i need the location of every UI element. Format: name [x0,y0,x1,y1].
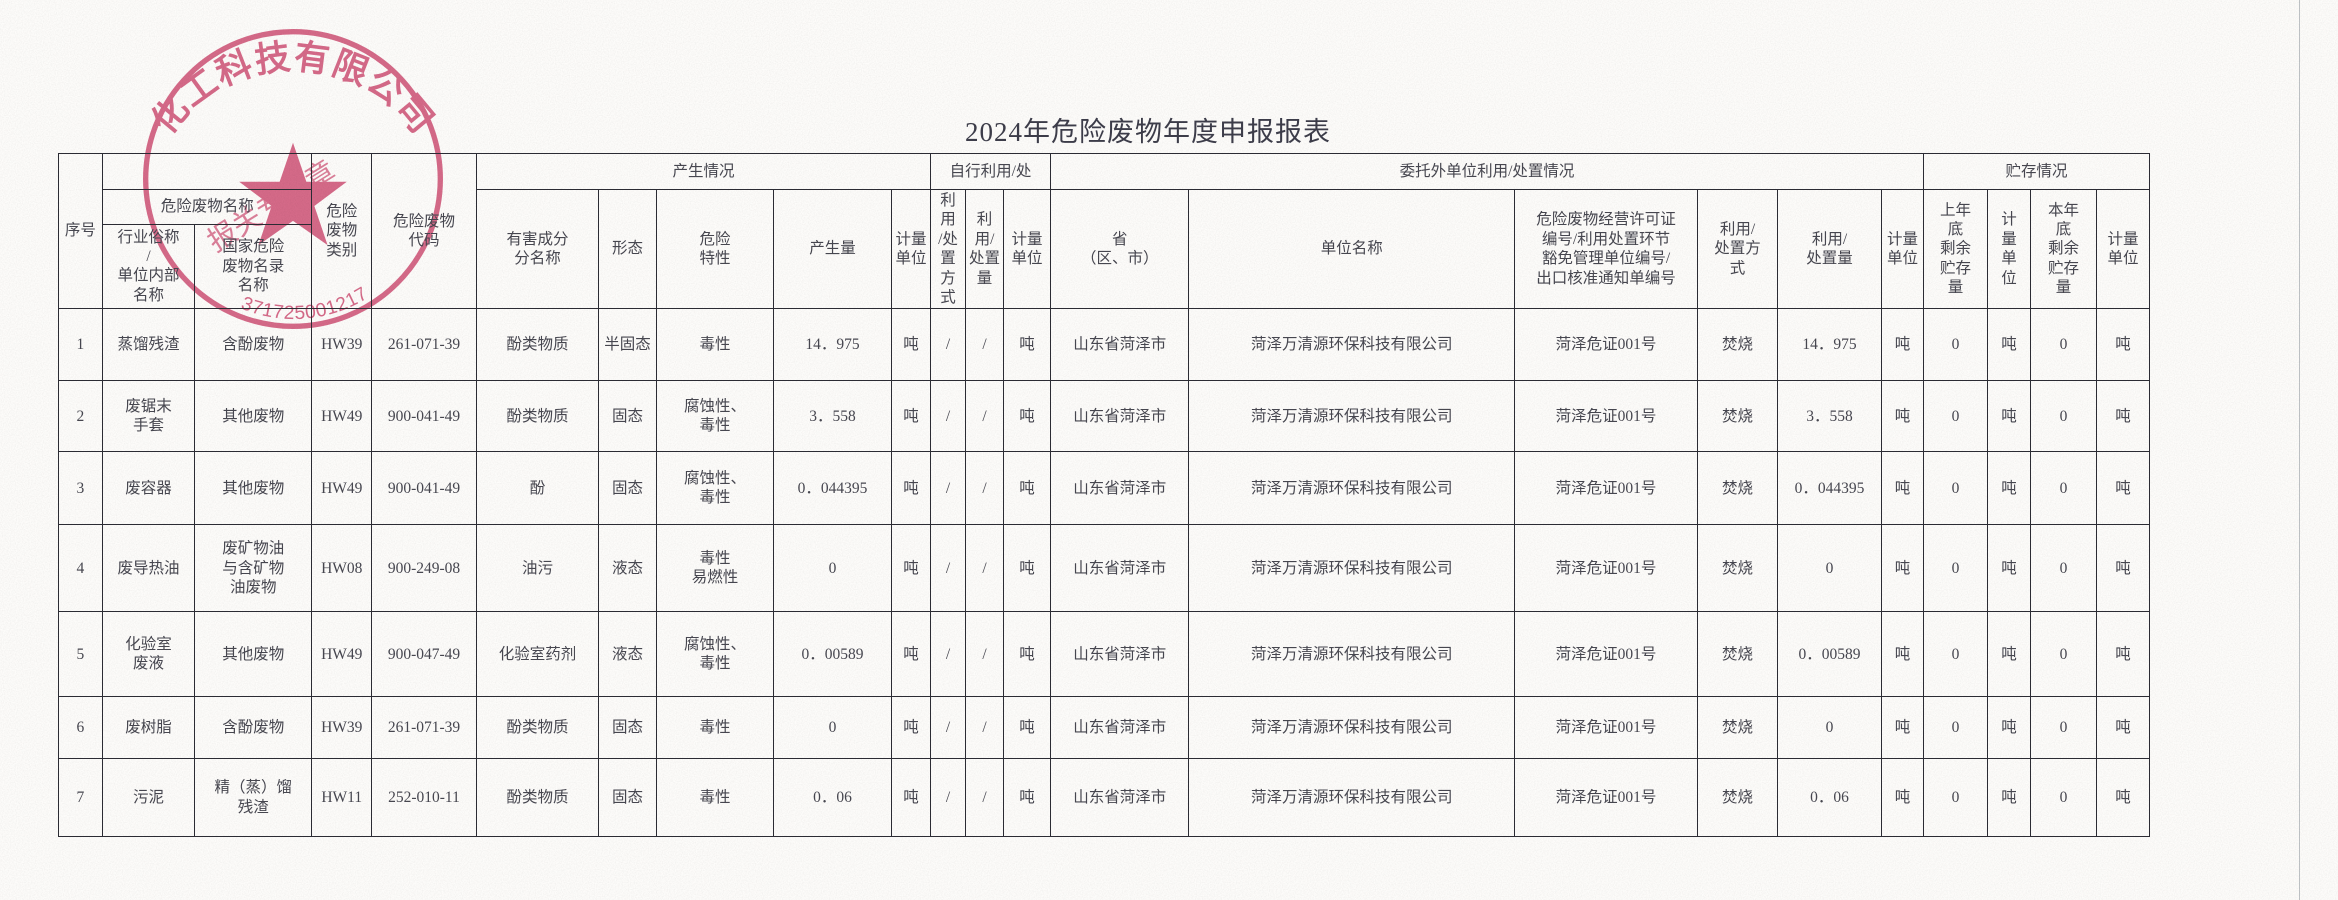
svg-text:化工科技有限公司: 化工科技有限公司 [144,37,442,141]
